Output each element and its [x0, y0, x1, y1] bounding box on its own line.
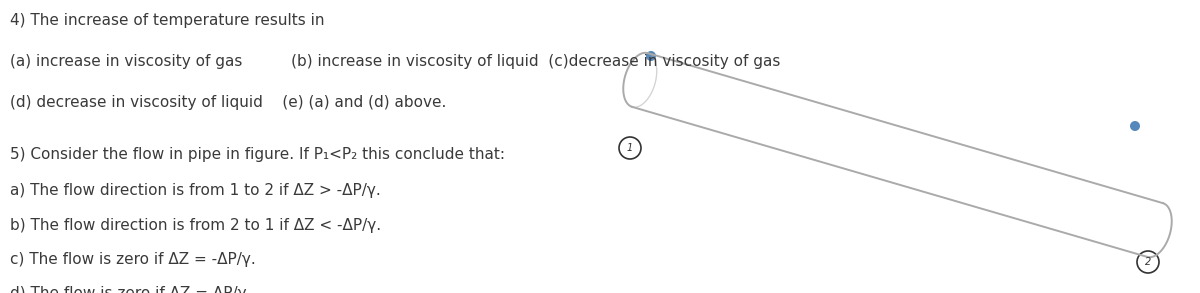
Text: 1: 1 — [626, 143, 634, 153]
Text: (d) decrease in viscosity of liquid    (e) (a) and (d) above.: (d) decrease in viscosity of liquid (e) … — [10, 95, 446, 110]
Circle shape — [1130, 121, 1140, 131]
Text: (a) increase in viscosity of gas          (b) increase in viscosity of liquid  (: (a) increase in viscosity of gas (b) inc… — [10, 54, 780, 69]
Text: b) The flow direction is from 2 to 1 if ΔZ < -ΔP/γ.: b) The flow direction is from 2 to 1 if … — [10, 218, 380, 233]
Text: c) The flow is zero if ΔZ = -ΔP/γ.: c) The flow is zero if ΔZ = -ΔP/γ. — [10, 252, 256, 267]
Text: a) The flow direction is from 1 to 2 if ΔZ > -ΔP/γ.: a) The flow direction is from 1 to 2 if … — [10, 183, 380, 198]
Text: d) The flow is zero if ΔZ = ΔP/γ.: d) The flow is zero if ΔZ = ΔP/γ. — [10, 286, 251, 293]
Circle shape — [646, 51, 656, 61]
Text: 4) The increase of temperature results in: 4) The increase of temperature results i… — [10, 13, 324, 28]
Text: 2: 2 — [1145, 257, 1151, 267]
Text: 5) Consider the flow in pipe in figure. If P₁<P₂ this conclude that:: 5) Consider the flow in pipe in figure. … — [10, 146, 505, 161]
